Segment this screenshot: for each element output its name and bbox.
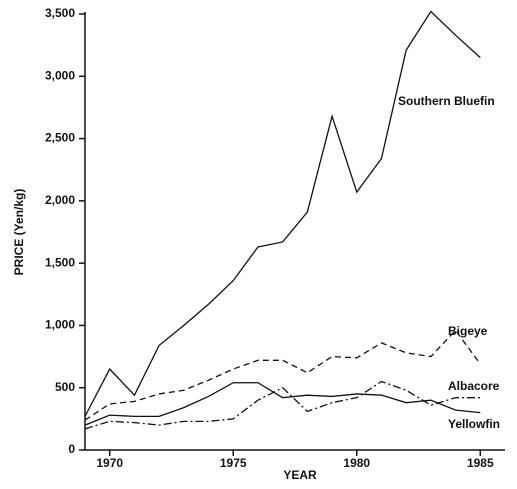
series-label: Yellowfin	[448, 417, 500, 431]
y-tick-label: 0	[68, 442, 75, 456]
y-tick-label: 1,500	[45, 255, 75, 269]
x-tick-label: 1975	[220, 456, 247, 470]
x-axis-label: YEAR	[283, 468, 317, 482]
series-label: Albacore	[448, 379, 500, 393]
y-tick-label: 2,500	[45, 131, 75, 145]
series-line	[84, 10, 481, 417]
series-label: Bigeye	[448, 324, 488, 338]
y-axis-label: PRICE (Yen/kg)	[12, 189, 26, 276]
y-tick-label: 2,000	[45, 193, 75, 207]
y-tick-label: 3,500	[45, 6, 75, 20]
x-tick-label: 1985	[467, 456, 494, 470]
x-tick-label: 1980	[343, 456, 370, 470]
series-line	[84, 329, 481, 421]
series-line	[84, 382, 481, 426]
y-tick-label: 3,000	[45, 68, 75, 82]
y-tick-label: 1,000	[45, 318, 75, 332]
series-line	[84, 380, 481, 430]
x-tick-label: 1970	[96, 456, 123, 470]
y-tick-label: 500	[55, 380, 75, 394]
series-label: Southern Bluefin	[398, 94, 495, 108]
